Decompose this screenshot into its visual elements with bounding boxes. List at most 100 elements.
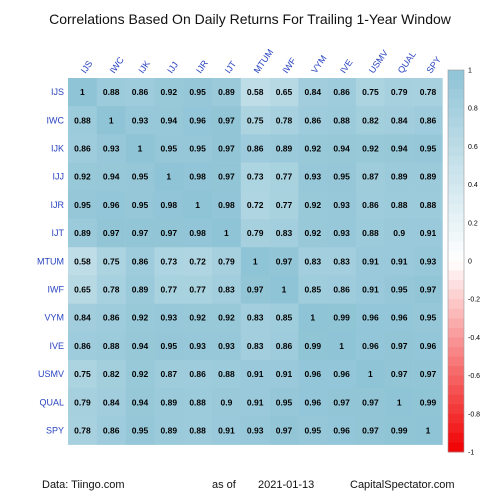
heatmap-cell-IJT-SPY <box>413 219 443 248</box>
column-label-SPY: SPY <box>424 55 443 75</box>
footer-site: CapitalSpectator.com <box>350 479 455 491</box>
heatmap-cell-USMV-VYM <box>298 360 328 389</box>
cell-value-IVE-SPY: 0.96 <box>420 341 437 351</box>
heatmap-cell-IJR-IJR <box>183 190 213 220</box>
heatmap-cell-IWC-IVE <box>327 106 357 135</box>
heatmap-cell-IJK-IVE <box>327 134 357 163</box>
column-label-IJJ: IJJ <box>165 60 180 75</box>
cell-value-IJS-IWC: 0.88 <box>103 87 120 97</box>
cell-value-IWF-MTUM: 0.97 <box>247 285 264 295</box>
cell-value-SPY-SPY: 1 <box>426 426 431 436</box>
cell-value-IJS-USMV: 0.75 <box>362 87 379 97</box>
heatmap-cell-SPY-VYM <box>298 416 328 445</box>
heatmap-cell-MTUM-IWF <box>269 247 299 276</box>
cell-value-IJT-IWF: 0.83 <box>276 228 293 238</box>
cell-value-QUAL-IWC: 0.84 <box>103 397 120 407</box>
heatmap-cell-MTUM-IJS <box>68 247 98 276</box>
cell-value-QUAL-IJS: 0.79 <box>74 397 91 407</box>
heatmap-cell-USMV-IJS <box>68 360 98 389</box>
colorbar-segment <box>448 108 464 119</box>
cell-value-IJS-MTUM: 0.58 <box>247 87 264 97</box>
heatmap-cell-MTUM-IWC <box>96 247 126 276</box>
colorbar-segment <box>448 98 464 109</box>
heatmap-cell-QUAL-IWC <box>96 388 126 417</box>
heatmap-cell-SPY-IJS <box>68 416 98 445</box>
cell-value-USMV-MTUM: 0.91 <box>247 369 264 379</box>
cell-value-VYM-USMV: 0.96 <box>362 313 379 323</box>
cell-value-USMV-IJR: 0.86 <box>189 369 206 379</box>
cell-value-IJJ-USMV: 0.87 <box>362 172 379 182</box>
heatmap-cell-IJK-IJS <box>68 134 98 163</box>
cell-value-SPY-IWC: 0.86 <box>103 426 120 436</box>
colorbar-segment <box>448 241 464 252</box>
heatmap-cell-VYM-IJJ <box>154 303 184 333</box>
cell-value-MTUM-USMV: 0.91 <box>362 256 379 266</box>
heatmap-cell-IWC-IJT <box>212 106 242 135</box>
heatmap-cell-IWF-QUAL <box>384 275 414 304</box>
colorbar-segment <box>448 404 464 415</box>
column-label-USMV: USMV <box>367 48 390 75</box>
cell-value-MTUM-IJR: 0.72 <box>189 256 206 266</box>
heatmap-cell-IJT-IWC <box>96 219 126 248</box>
cell-value-IWF-IJJ: 0.77 <box>161 285 178 295</box>
cell-value-IVE-IJS: 0.86 <box>74 341 91 351</box>
colorbar-tick-label: 0.8 <box>468 106 478 113</box>
colorbar-segment <box>448 194 464 205</box>
cell-value-IWC-USMV: 0.82 <box>362 115 379 125</box>
colorbar-segment <box>448 213 464 224</box>
cell-value-VYM-IVE: 0.99 <box>333 313 350 323</box>
column-label-IWC: IWC <box>108 55 127 75</box>
heatmap-cell-IJT-IJS <box>68 219 98 248</box>
cell-value-USMV-VYM: 0.96 <box>305 369 322 379</box>
cell-value-SPY-VYM: 0.95 <box>305 426 322 436</box>
colorbar-segment <box>448 423 464 434</box>
heatmap-cell-IJS-QUAL <box>384 78 414 107</box>
heatmap-cell-IJJ-IVE <box>327 162 357 192</box>
cell-value-IWC-IWF: 0.78 <box>276 115 293 125</box>
cell-value-MTUM-IJT: 0.79 <box>218 256 235 266</box>
cell-value-IJR-IJJ: 0.98 <box>161 200 178 210</box>
heatmap-cell-USMV-QUAL <box>384 360 414 389</box>
cell-value-QUAL-MTUM: 0.91 <box>247 397 264 407</box>
heatmap-cell-IWF-VYM <box>298 275 328 304</box>
colorbar-segment <box>448 261 464 271</box>
cell-value-IJS-IJS: 1 <box>80 87 85 97</box>
row-label-IVE: IVE <box>49 341 64 351</box>
colorbar-tick-label: -0.2 <box>468 297 480 304</box>
cell-value-USMV-USMV: 1 <box>368 369 373 379</box>
row-label-VYM: VYM <box>44 313 64 323</box>
cell-value-SPY-IWF: 0.97 <box>276 426 293 436</box>
cell-value-SPY-QUAL: 0.99 <box>391 426 408 436</box>
cell-value-IJK-IWF: 0.89 <box>276 144 293 154</box>
heatmap-cell-SPY-IJJ <box>154 416 184 445</box>
footer-as-of: as of <box>212 479 236 491</box>
colorbar-tick-label: 0.2 <box>468 220 478 227</box>
cell-value-IJR-VYM: 0.92 <box>305 200 322 210</box>
cell-value-VYM-IJJ: 0.93 <box>161 313 178 323</box>
heatmap-cell-MTUM-IJK <box>125 247 155 276</box>
cell-value-IJR-SPY: 0.88 <box>420 200 437 210</box>
column-label-IJR: IJR <box>194 58 210 75</box>
heatmap-cell-USMV-IJT <box>212 360 242 389</box>
column-label-MTUM: MTUM <box>252 47 276 75</box>
cell-value-IJK-IJJ: 0.95 <box>161 144 178 154</box>
cell-value-IJK-SPY: 0.95 <box>420 144 437 154</box>
heatmap-cell-IJT-QUAL <box>384 219 414 248</box>
heatmap-cell-IJJ-MTUM <box>240 162 270 192</box>
heatmap-cell-IJR-IJJ <box>154 190 184 220</box>
cell-value-IWC-IVE: 0.88 <box>333 115 350 125</box>
cell-value-QUAL-SPY: 0.99 <box>420 397 437 407</box>
heatmap-cell-USMV-USMV <box>356 360 386 389</box>
cell-value-QUAL-VYM: 0.96 <box>305 397 322 407</box>
cell-value-IJJ-QUAL: 0.89 <box>391 172 408 182</box>
cell-value-IJJ-MTUM: 0.73 <box>247 172 264 182</box>
cell-value-IJJ-IJK: 0.95 <box>132 172 149 182</box>
footer-source: Data: Tiingo.com <box>42 479 125 491</box>
cell-value-IJT-IWC: 0.97 <box>103 228 120 238</box>
cell-value-IJS-IVE: 0.86 <box>333 87 350 97</box>
chart-title: Correlations Based On Daily Returns For … <box>49 11 452 27</box>
colorbar-tick-label: -0.6 <box>468 373 480 380</box>
column-label-IJS: IJS <box>79 59 95 75</box>
heatmap-cell-IVE-IJK <box>125 331 155 361</box>
cell-value-IJT-VYM: 0.92 <box>305 228 322 238</box>
